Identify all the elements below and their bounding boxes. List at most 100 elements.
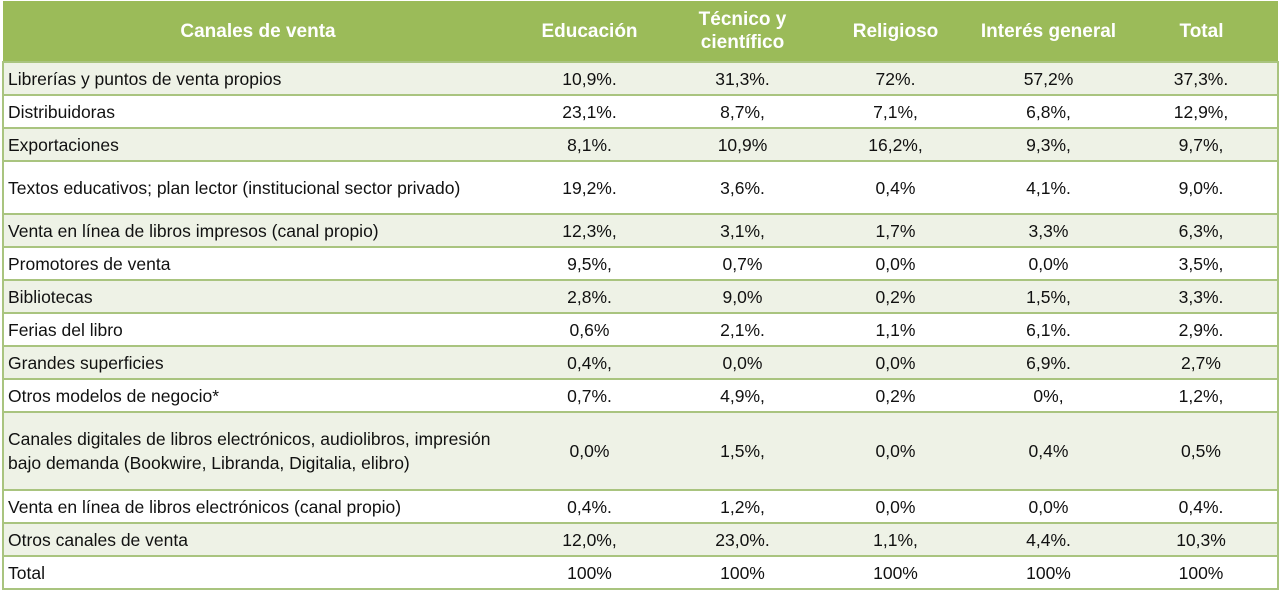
cell-value: 2,8%. (513, 279, 666, 313)
table-row: Total 100% 100% 100% 100% 100% (2, 555, 1279, 590)
table-row: Librerías y puntos de venta propios 10,9%… (2, 61, 1279, 95)
cell-value: 0,0% (819, 246, 972, 280)
cell-value: 0,0% (819, 411, 972, 490)
row-label: Otros modelos de negocio* (2, 378, 513, 412)
cell-value: 6,3%, (1125, 213, 1279, 247)
cell-value: 0,4% (972, 411, 1125, 490)
row-label: Grandes superficies (2, 345, 513, 379)
cell-value: 0,6% (513, 312, 666, 346)
row-label: Otros canales de venta (2, 522, 513, 556)
row-label: Venta en línea de libros electrónicos (c… (2, 489, 513, 523)
cell-value: 23,1%. (513, 94, 666, 128)
table-row: Promotores de venta 9,5%, 0,7% 0,0% 0,0% 3,5%… (2, 246, 1279, 280)
cell-value: 1,5%, (666, 411, 819, 490)
cell-value: 0,7%. (513, 378, 666, 412)
cell-value: 10,3% (1125, 522, 1279, 556)
header-education: Educación (513, 1, 666, 62)
cell-value: 100% (513, 555, 666, 590)
cell-value: 7,1%, (819, 94, 972, 128)
cell-value: 6,9%. (972, 345, 1125, 379)
cell-value: 0,4%. (513, 489, 666, 523)
cell-value: 100% (972, 555, 1125, 590)
cell-value: 9,3%, (972, 127, 1125, 161)
cell-value: 19,2%. (513, 160, 666, 214)
cell-value: 0,5% (1125, 411, 1279, 490)
cell-value: 72%. (819, 61, 972, 95)
cell-value: 8,7%, (666, 94, 819, 128)
cell-value: 9,0% (666, 279, 819, 313)
row-label: Total (2, 555, 513, 590)
cell-value: 0,0% (972, 246, 1125, 280)
cell-value: 16,2%, (819, 127, 972, 161)
table-row: Canales digitales de libros electrónicos… (2, 411, 1279, 490)
cell-value: 0,4%, (513, 345, 666, 379)
row-label: Distribuidoras (2, 94, 513, 128)
cell-value: 0,0% (513, 411, 666, 490)
cell-value: 2,7% (1125, 345, 1279, 379)
cell-value: 12,9%, (1125, 94, 1279, 128)
cell-value: 6,1%. (972, 312, 1125, 346)
header-religious: Religioso (819, 1, 972, 62)
cell-value: 100% (1125, 555, 1279, 590)
cell-value: 0,0% (819, 489, 972, 523)
row-label: Ferias del libro (2, 312, 513, 346)
cell-value: 9,7%, (1125, 127, 1279, 161)
header-total: Total (1125, 1, 1278, 62)
table-row: Grandes superficies 0,4%, 0,0% 0,0% 6,9%. 2,7… (2, 345, 1279, 379)
header-channels: Canales de venta (3, 1, 513, 62)
table-row: Textos educativos; plan lector (instituc… (2, 160, 1279, 214)
cell-value: 8,1%. (513, 127, 666, 161)
table-row: Venta en línea de libros impresos (canal… (2, 213, 1279, 247)
cell-value: 2,1%. (666, 312, 819, 346)
row-label: Librerías y puntos de venta propios (2, 61, 513, 95)
table-row: Otros canales de venta 12,0%, 23,0%. 1,1%, 4… (2, 522, 1279, 556)
cell-value: 3,6%. (666, 160, 819, 214)
cell-value: 0,0% (819, 345, 972, 379)
cell-value: 10,9%. (513, 61, 666, 95)
cell-value: 9,5%, (513, 246, 666, 280)
row-label: Bibliotecas (2, 279, 513, 313)
table-row: Distribuidoras 23,1%. 8,7%, 7,1%, 6,8%, 12,9%… (2, 94, 1279, 128)
cell-value: 2,9%. (1125, 312, 1279, 346)
cell-value: 12,3%, (513, 213, 666, 247)
cell-value: 0,4% (819, 160, 972, 214)
sales-channels-table: Canales de venta Educación Técnico y cie… (2, 1, 1279, 590)
cell-value: 4,4%. (972, 522, 1125, 556)
cell-value: 3,3%. (1125, 279, 1279, 313)
cell-value: 57,2% (972, 61, 1125, 95)
cell-value: 37,3%. (1125, 61, 1279, 95)
cell-value: 0%, (972, 378, 1125, 412)
cell-value: 3,5%, (1125, 246, 1279, 280)
cell-value: 23,0%. (666, 522, 819, 556)
cell-value: 0,0% (972, 489, 1125, 523)
row-label: Canales digitales de libros electrónicos… (2, 411, 513, 490)
row-label: Venta en línea de libros impresos (canal… (2, 213, 513, 247)
cell-value: 100% (819, 555, 972, 590)
cell-value: 9,0%. (1125, 160, 1279, 214)
cell-value: 100% (666, 555, 819, 590)
cell-value: 31,3%. (666, 61, 819, 95)
cell-value: 12,0%, (513, 522, 666, 556)
cell-value: 0,4%. (1125, 489, 1279, 523)
cell-value: 1,1% (819, 312, 972, 346)
cell-value: 10,9% (666, 127, 819, 161)
table-row: Venta en línea de libros electrónicos (c… (2, 489, 1279, 523)
cell-value: 3,3% (972, 213, 1125, 247)
cell-value: 4,1%. (972, 160, 1125, 214)
cell-value: 0,2% (819, 378, 972, 412)
cell-value: 4,9%, (666, 378, 819, 412)
table-row: Ferias del libro 0,6% 2,1%. 1,1% 6,1%. 2,9%. (2, 312, 1279, 346)
row-label: Textos educativos; plan lector (instituc… (2, 160, 513, 214)
table-row: Bibliotecas 2,8%. 9,0% 0,2% 1,5%, 3,3%. (2, 279, 1279, 313)
cell-value: 1,5%, (972, 279, 1125, 313)
cell-value: 0,7% (666, 246, 819, 280)
cell-value: 3,1%, (666, 213, 819, 247)
header-technical: Técnico y científico (666, 1, 819, 62)
cell-value: 1,7% (819, 213, 972, 247)
cell-value: 1,2%, (666, 489, 819, 523)
cell-value: 0,2% (819, 279, 972, 313)
row-label: Exportaciones (2, 127, 513, 161)
table-row: Exportaciones 8,1%. 10,9% 16,2%, 9,3%, 9,7%, (2, 127, 1279, 161)
table-row: Otros modelos de negocio* 0,7%. 4,9%, 0,2% 0… (2, 378, 1279, 412)
cell-value: 6,8%, (972, 94, 1125, 128)
